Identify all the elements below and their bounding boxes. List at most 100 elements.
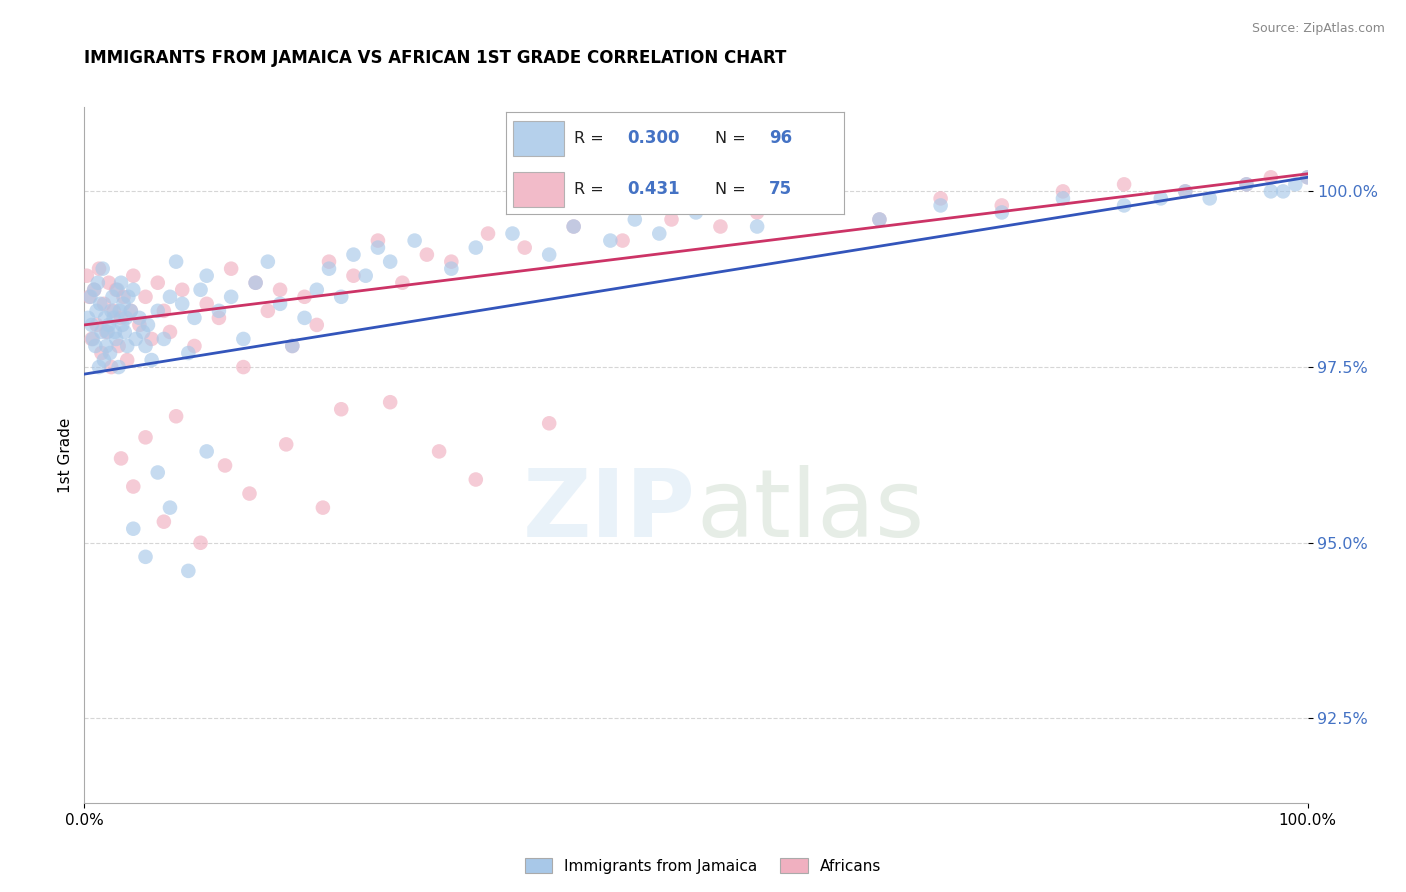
Point bbox=[294, 310, 316, 325]
Point bbox=[77, 290, 100, 304]
Point bbox=[195, 297, 218, 311]
Point bbox=[380, 395, 402, 409]
Point bbox=[269, 283, 291, 297]
Point bbox=[294, 290, 316, 304]
Point bbox=[122, 268, 145, 283]
Point bbox=[89, 297, 111, 311]
Text: 0.431: 0.431 bbox=[627, 180, 681, 198]
Point bbox=[513, 241, 536, 255]
Text: 0.300: 0.300 bbox=[627, 129, 681, 147]
Point bbox=[562, 219, 585, 234]
Point bbox=[165, 254, 187, 268]
Point bbox=[100, 303, 122, 318]
FancyBboxPatch shape bbox=[513, 172, 564, 207]
Point bbox=[807, 198, 830, 212]
Point bbox=[83, 283, 105, 297]
Point bbox=[96, 325, 118, 339]
Point bbox=[391, 276, 413, 290]
Point bbox=[141, 353, 163, 368]
Point bbox=[807, 198, 830, 212]
Point bbox=[440, 261, 463, 276]
Point bbox=[91, 261, 114, 276]
Point bbox=[177, 346, 200, 360]
Point bbox=[245, 276, 267, 290]
Point bbox=[562, 219, 585, 234]
Text: IMMIGRANTS FROM JAMAICA VS AFRICAN 1ST GRADE CORRELATION CHART: IMMIGRANTS FROM JAMAICA VS AFRICAN 1ST G… bbox=[84, 49, 787, 67]
Point bbox=[79, 290, 101, 304]
Point bbox=[117, 290, 139, 304]
Point bbox=[132, 325, 155, 339]
Point bbox=[747, 205, 769, 219]
Point bbox=[612, 234, 634, 248]
Y-axis label: 1st Grade: 1st Grade bbox=[58, 417, 73, 492]
Point bbox=[195, 444, 218, 458]
Point bbox=[80, 332, 103, 346]
Point bbox=[110, 451, 132, 466]
Point bbox=[111, 318, 134, 332]
Point bbox=[96, 339, 118, 353]
Point bbox=[1296, 170, 1319, 185]
Point bbox=[115, 339, 138, 353]
Point bbox=[1150, 191, 1173, 205]
Point bbox=[257, 254, 280, 268]
Point bbox=[269, 297, 291, 311]
Point bbox=[281, 339, 304, 353]
Point bbox=[105, 332, 128, 346]
Point bbox=[135, 290, 157, 304]
Text: N =: N = bbox=[716, 182, 751, 197]
Point bbox=[177, 564, 200, 578]
Point bbox=[305, 283, 328, 297]
Point bbox=[83, 283, 105, 297]
Point bbox=[190, 283, 212, 297]
Point bbox=[115, 353, 138, 368]
Point bbox=[135, 549, 157, 564]
Point bbox=[219, 290, 242, 304]
Point bbox=[93, 297, 115, 311]
Point bbox=[141, 332, 163, 346]
Point bbox=[1052, 185, 1074, 199]
Point bbox=[208, 310, 231, 325]
Point bbox=[86, 318, 108, 332]
Point bbox=[86, 303, 108, 318]
Text: R =: R = bbox=[574, 130, 609, 145]
Point bbox=[1174, 185, 1197, 199]
Point bbox=[136, 318, 159, 332]
Point bbox=[120, 303, 142, 318]
Point bbox=[122, 522, 145, 536]
Point bbox=[464, 241, 486, 255]
Point bbox=[114, 325, 136, 339]
Point bbox=[146, 276, 169, 290]
Point bbox=[159, 325, 181, 339]
Point bbox=[128, 318, 150, 332]
Point bbox=[94, 310, 117, 325]
Point bbox=[153, 303, 176, 318]
Point bbox=[87, 261, 110, 276]
Point bbox=[281, 339, 304, 353]
Point bbox=[159, 290, 181, 304]
Point bbox=[330, 290, 353, 304]
Point bbox=[318, 254, 340, 268]
Point bbox=[195, 268, 218, 283]
Point bbox=[477, 227, 499, 241]
Point bbox=[153, 515, 176, 529]
Point bbox=[120, 303, 142, 318]
Text: R =: R = bbox=[574, 182, 609, 197]
Point bbox=[427, 444, 450, 458]
Point bbox=[87, 360, 110, 375]
Point bbox=[232, 332, 254, 346]
Point bbox=[90, 325, 112, 339]
Point bbox=[991, 198, 1014, 212]
Point bbox=[214, 458, 236, 473]
Text: atlas: atlas bbox=[696, 465, 924, 557]
Point bbox=[190, 535, 212, 549]
Point bbox=[1260, 185, 1282, 199]
Point bbox=[108, 303, 131, 318]
Point bbox=[869, 212, 891, 227]
Point bbox=[153, 332, 176, 346]
Point bbox=[125, 332, 148, 346]
Point bbox=[208, 303, 231, 318]
Point bbox=[97, 276, 120, 290]
Point bbox=[112, 297, 135, 311]
FancyBboxPatch shape bbox=[513, 120, 564, 155]
Point bbox=[869, 212, 891, 227]
